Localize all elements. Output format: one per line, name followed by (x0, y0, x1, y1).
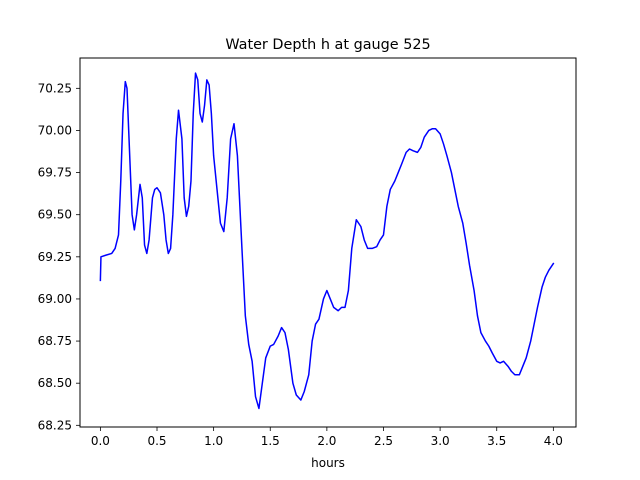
series-line-water-depth (99, 72, 555, 410)
x-tick-label: 1.5 (261, 434, 280, 448)
y-tick-label: 68.25 (38, 418, 72, 432)
y-tick-label: 70.00 (38, 123, 72, 137)
y-tick-label: 69.75 (38, 166, 72, 180)
x-tick-label: 2.5 (374, 434, 393, 448)
x-axis-ticks: 0.0 0.5 1.0 1.5 2.0 2.5 3.0 3.5 4.0 (91, 427, 563, 448)
y-tick-label: 68.50 (38, 376, 72, 390)
y-tick-label: 69.50 (38, 208, 72, 222)
x-axis-label: hours (311, 456, 345, 470)
y-axis-ticks: 68.25 68.50 68.75 69.00 69.25 69.50 69.75 70.00… (38, 81, 80, 432)
x-tick-label: 4.0 (544, 434, 563, 448)
axes-frame (79, 57, 577, 428)
x-tick-label: 2.0 (317, 434, 336, 448)
y-tick-label: 69.00 (38, 292, 72, 306)
x-tick-label: 3.5 (487, 434, 506, 448)
x-tick-label: 1.0 (204, 434, 223, 448)
y-tick-label: 69.25 (38, 250, 72, 264)
x-tick-label: 3.0 (431, 434, 450, 448)
y-tick-label: 70.25 (38, 81, 72, 95)
chart-title: Water Depth h at gauge 525 (225, 37, 430, 53)
x-tick-label: 0.5 (147, 434, 166, 448)
x-tick-label: 0.0 (91, 434, 110, 448)
y-tick-label: 68.75 (38, 334, 72, 348)
plot-area (99, 72, 555, 410)
